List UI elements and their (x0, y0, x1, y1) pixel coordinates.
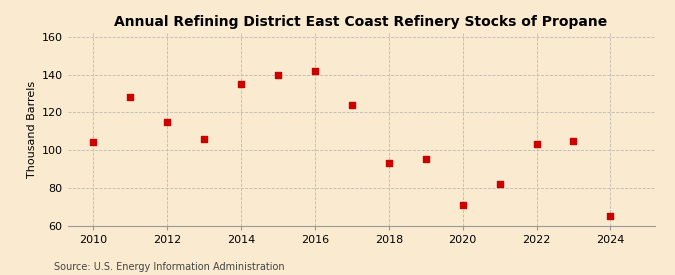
Point (494, 182, 505, 186)
Point (605, 214, 616, 218)
Point (198, 136, 209, 141)
Point (125, 95, 136, 99)
Point (421, 157, 431, 162)
Point (568, 138, 579, 143)
Point (273, 72, 284, 77)
Point (310, 68, 321, 73)
Point (346, 103, 357, 107)
Text: Source: U.S. Energy Information Administration: Source: U.S. Energy Information Administ… (54, 262, 285, 272)
Point (88, 140, 99, 145)
Point (531, 142, 542, 147)
Y-axis label: Thousand Barrels: Thousand Barrels (28, 81, 37, 178)
Point (383, 161, 394, 166)
Title: Annual Refining District East Coast Refinery Stocks of Propane: Annual Refining District East Coast Refi… (115, 15, 608, 29)
Point (236, 82, 246, 86)
Point (162, 120, 173, 124)
Point (457, 203, 468, 207)
